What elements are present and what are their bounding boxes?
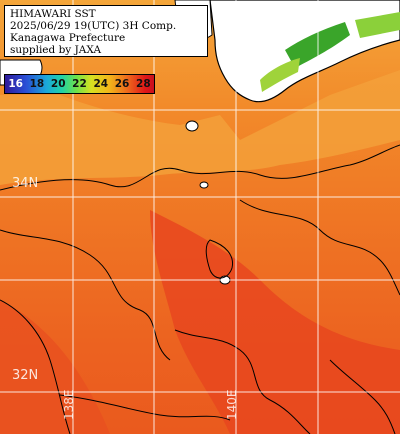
legend-label: 16 (8, 78, 23, 90)
legend-label: 26 (114, 78, 130, 90)
island-oshima (185, 120, 199, 132)
info-title: HIMAWARI SST (10, 8, 96, 20)
lon-label-140e: 140E (225, 389, 239, 421)
contour-line (0, 299, 71, 434)
legend-label: 20 (50, 78, 66, 90)
contour-line (174, 329, 311, 434)
info-datetime: 2025/06/29 19(UTC) 3H Comp. (10, 20, 177, 32)
lat-label-34n: 34N (12, 176, 39, 191)
legend-label: 18 (29, 78, 45, 90)
lon-label-138e: 138E (62, 389, 76, 421)
info-box: HIMAWARI SST 2025/06/29 19(UTC) 3H Comp.… (4, 5, 208, 57)
island-toshima (199, 181, 209, 189)
info-source: supplied by JAXA (10, 44, 102, 56)
contour-line (0, 144, 400, 191)
contour-line (329, 359, 396, 434)
contour-line (239, 199, 400, 296)
legend-label: 24 (93, 78, 109, 90)
legend-label: 28 (136, 78, 151, 90)
info-region: Kanagawa Prefecture (10, 32, 126, 44)
bay-water-2 (260, 58, 300, 92)
contour-line (59, 394, 231, 421)
temperature-legend: 16 18 20 22 24 26 28 (4, 74, 155, 94)
cool-coastal-water (0, 70, 400, 185)
legend-label: 22 (72, 78, 87, 90)
warm-water-west (0, 300, 110, 434)
lat-label-32n: 32N (12, 368, 39, 383)
bay-water-3 (355, 12, 400, 38)
contour-line (205, 239, 234, 279)
warm-current-band (150, 210, 400, 434)
